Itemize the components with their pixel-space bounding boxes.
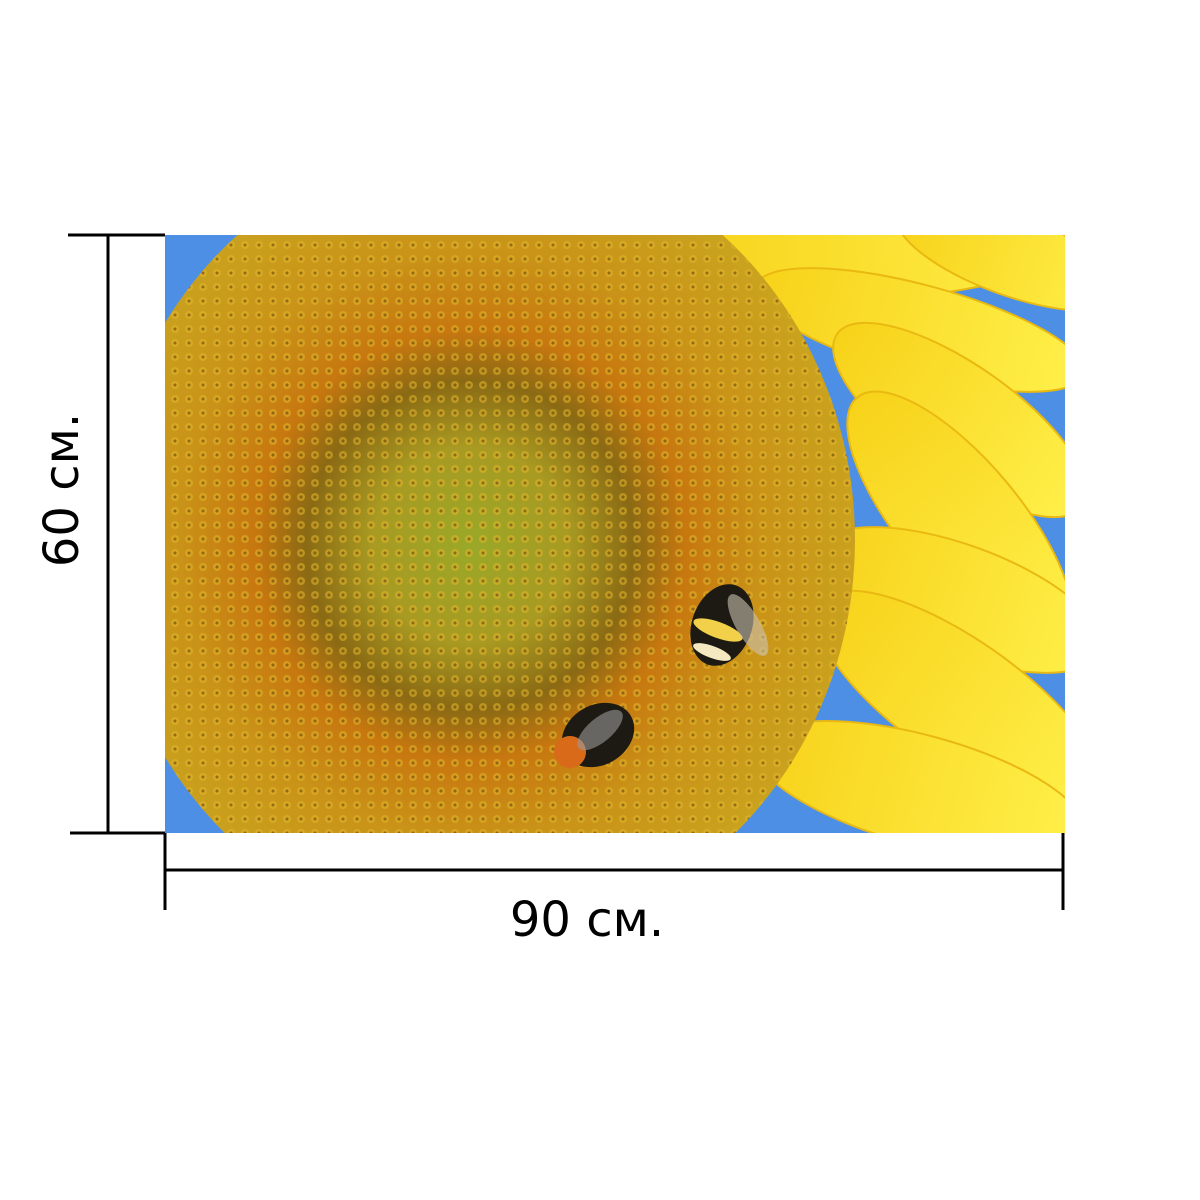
bee (690, 584, 769, 666)
petals (659, 235, 1065, 833)
width-dimension (163, 833, 1065, 910)
height-dimension (68, 233, 165, 835)
width-label: 90 см. (510, 892, 664, 948)
photo (165, 235, 1065, 833)
seed-texture (165, 235, 855, 833)
height-label: 60 см. (34, 413, 90, 567)
bee (554, 702, 635, 768)
